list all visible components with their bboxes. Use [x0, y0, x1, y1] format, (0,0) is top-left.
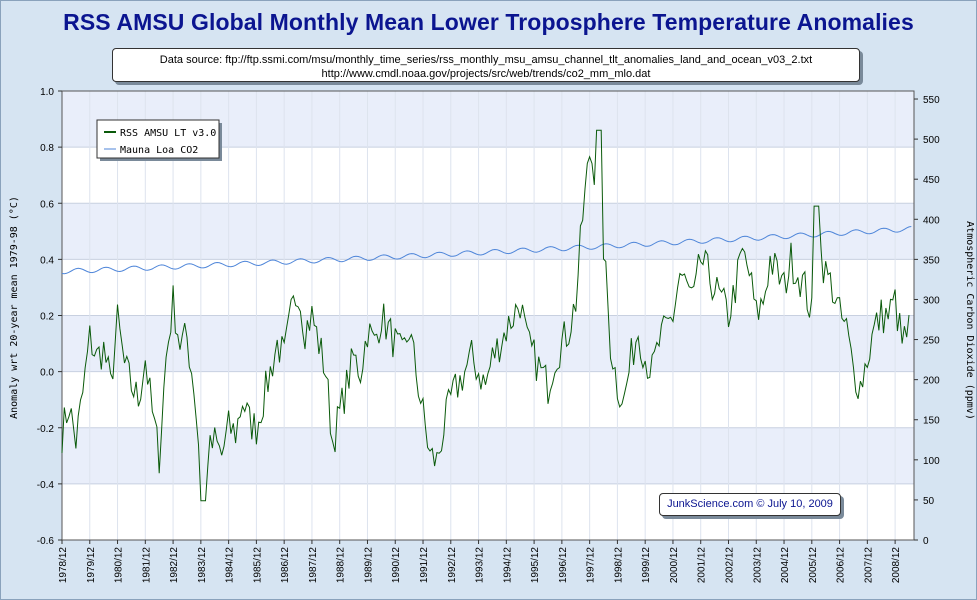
y-tick-label: 0.8 [40, 143, 54, 154]
x-tick-label: 1991/12 [419, 547, 430, 584]
y2-tick-label: 200 [923, 376, 940, 387]
x-tick-label: 1996/12 [558, 547, 569, 584]
x-tick-label: 1978/12 [58, 547, 69, 584]
x-tick-label: 2003/12 [752, 547, 763, 584]
y2-tick-label: 450 [923, 175, 940, 186]
plot-band [62, 315, 914, 372]
x-tick-label: 2005/12 [808, 547, 819, 584]
y-tick-label: 1.0 [40, 87, 54, 98]
source-line-1: Data source: ftp://ftp.ssmi.com/msu/mont… [159, 54, 813, 66]
x-tick-label: 1997/12 [586, 547, 597, 584]
x-tick-label: 2008/12 [891, 547, 902, 584]
x-tick-label: 1982/12 [169, 547, 180, 584]
x-tick-label: 1989/12 [363, 547, 374, 584]
y-tick-label: -0.6 [37, 536, 55, 547]
x-tick-label: 2004/12 [780, 547, 791, 584]
x-tick-label: 1987/12 [308, 547, 319, 584]
x-tick-label: 1984/12 [225, 547, 236, 584]
legend-box [96, 119, 220, 159]
y2-tick-label: 0 [923, 536, 929, 547]
y2-axis-label: Atmospheric Carbon Dioxide (ppmv) [964, 221, 975, 420]
legend-label-co2: Mauna Loa CO2 [120, 145, 198, 156]
co2-series-line [61, 226, 912, 275]
y-tick-label: 0.6 [40, 199, 54, 210]
y2-tick-label: 50 [923, 496, 935, 507]
y2-tick-label: 400 [923, 215, 940, 226]
y2-tick-label: 100 [923, 456, 940, 467]
y-tick-label: 0.0 [40, 368, 54, 379]
y2-tick-label: 550 [923, 95, 940, 106]
source-line-2: http://www.cmdl.noaa.gov/projects/src/we… [321, 68, 651, 80]
y-tick-label: 0.2 [40, 312, 54, 323]
y2-tick-label: 300 [923, 295, 940, 306]
plot-band [62, 427, 914, 484]
chart-title: RSS AMSU Global Monthly Mean Lower Tropo… [63, 9, 914, 35]
y-tick-label: -0.4 [37, 480, 55, 491]
x-tick-label: 1995/12 [530, 547, 541, 584]
x-tick-label: 1979/12 [86, 547, 97, 584]
x-tick-label: 1990/12 [391, 547, 402, 584]
x-tick-label: 1986/12 [280, 547, 291, 584]
y2-tick-label: 150 [923, 416, 940, 427]
x-tick-label: 2007/12 [863, 547, 874, 584]
x-tick-label: 1998/12 [613, 547, 624, 584]
x-tick-label: 1993/12 [475, 547, 486, 584]
temperature-series-line [61, 129, 910, 502]
x-tick-label: 1999/12 [641, 547, 652, 584]
x-tick-label: 1980/12 [114, 547, 125, 584]
plot-band [62, 203, 914, 260]
y-tick-label: 0.4 [40, 255, 54, 266]
x-tick-label: 1988/12 [336, 547, 347, 584]
legend-label-temperature: RSS AMSU LT v3.0 [120, 128, 216, 139]
y-axis-label: Anomaly wrt 20-year mean 1979-98 (°C) [9, 196, 20, 419]
x-tick-label: 1985/12 [252, 547, 263, 584]
x-tick-label: 2006/12 [836, 547, 847, 584]
x-tick-label: 1983/12 [197, 547, 208, 584]
x-tick-label: 2002/12 [724, 547, 735, 584]
x-tick-label: 2001/12 [697, 547, 708, 584]
x-tick-label: 1992/12 [447, 547, 458, 584]
y2-tick-label: 250 [923, 336, 940, 347]
y2-tick-label: 350 [923, 255, 940, 266]
x-tick-label: 1994/12 [502, 547, 513, 584]
credit-box: JunkScience.com © July 10, 2009 [659, 493, 841, 516]
x-tick-label: 1981/12 [141, 547, 152, 584]
data-source-box: Data source: ftp://ftp.ssmi.com/msu/mont… [112, 48, 860, 82]
y-tick-label: -0.2 [37, 424, 55, 435]
x-tick-label: 2000/12 [669, 547, 680, 584]
y2-tick-label: 500 [923, 135, 940, 146]
